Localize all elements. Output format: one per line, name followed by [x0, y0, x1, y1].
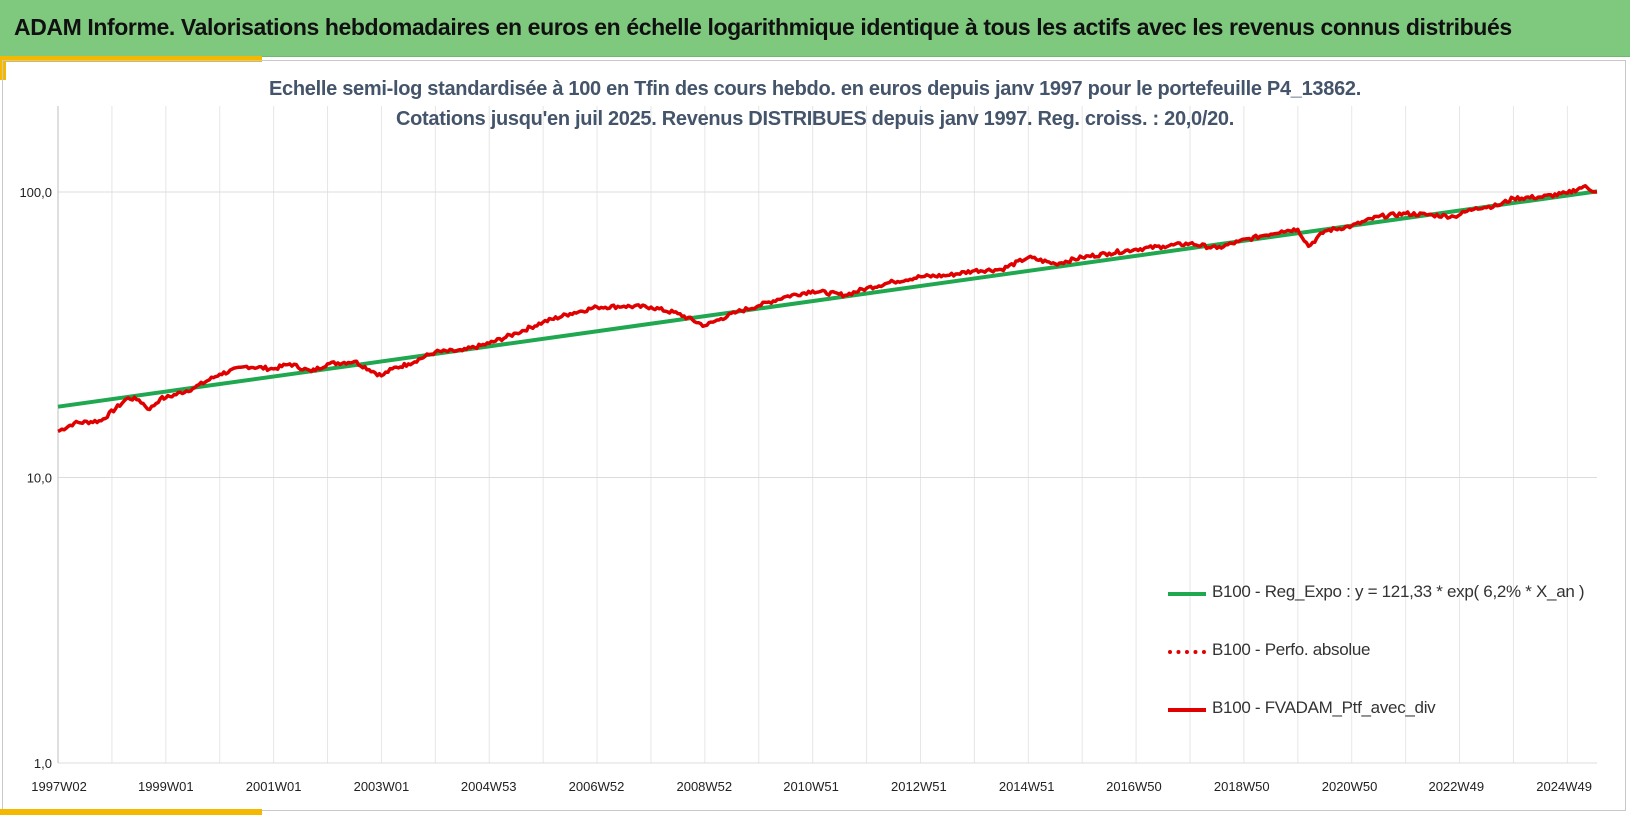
x-tick-label: 2016W50	[1106, 779, 1162, 794]
legend-label-regression: B100 - Reg_Expo : y = 121,33 * exp( 6,2%…	[1212, 582, 1585, 601]
x-tick-label: 1999W01	[138, 779, 194, 794]
x-tick-label: 2003W01	[354, 779, 410, 794]
x-tick-label: 2014W51	[999, 779, 1055, 794]
chart-frame	[2, 60, 1626, 811]
x-tick-label: 1997W02	[31, 779, 87, 794]
series-line-regression	[57, 189, 1598, 409]
legend-label-perfo-absolue: B100 - Perfo. absolue	[1212, 640, 1371, 659]
x-tick-label: 2022W49	[1428, 779, 1484, 794]
page-title: ADAM Informe. Valorisations hebdomadaire…	[14, 14, 1512, 40]
y-tick-label: 1,0	[34, 756, 52, 771]
y-tick-label: 100,0	[19, 185, 52, 200]
legend-label-portfolio: B100 - FVADAM_Ptf_avec_div	[1212, 698, 1436, 717]
legend-swatch-portfolio	[1168, 708, 1206, 712]
x-tick-label: 2004W53	[461, 779, 517, 794]
y-tick-label: 10,0	[27, 470, 52, 485]
accent-bar-bottom	[0, 809, 262, 815]
x-tick-label: 2018W50	[1214, 779, 1270, 794]
x-tick-label: 2001W01	[246, 779, 302, 794]
chart-subtitle: Cotations jusqu'en juil 2025. Revenus DI…	[395, 108, 1235, 130]
accent-bar-top	[0, 56, 262, 62]
x-tick-label: 2010W51	[783, 779, 839, 794]
header-banner: ADAM Informe. Valorisations hebdomadaire…	[0, 0, 1630, 57]
accent-bar-left	[0, 56, 6, 80]
legend-swatch-regression	[1168, 592, 1206, 596]
chart-title: Echelle semi-log standardisée à 100 en T…	[269, 78, 1361, 100]
x-tick-label: 2006W52	[569, 779, 625, 794]
x-tick-label: 2020W50	[1322, 779, 1378, 794]
x-tick-label: 2012W51	[891, 779, 947, 794]
series-line-portfolio	[57, 184, 1597, 433]
x-tick-label: 2024W49	[1536, 779, 1592, 794]
legend-swatch-perfo-absolue	[1168, 650, 1206, 654]
x-tick-label: 2008W52	[676, 779, 732, 794]
